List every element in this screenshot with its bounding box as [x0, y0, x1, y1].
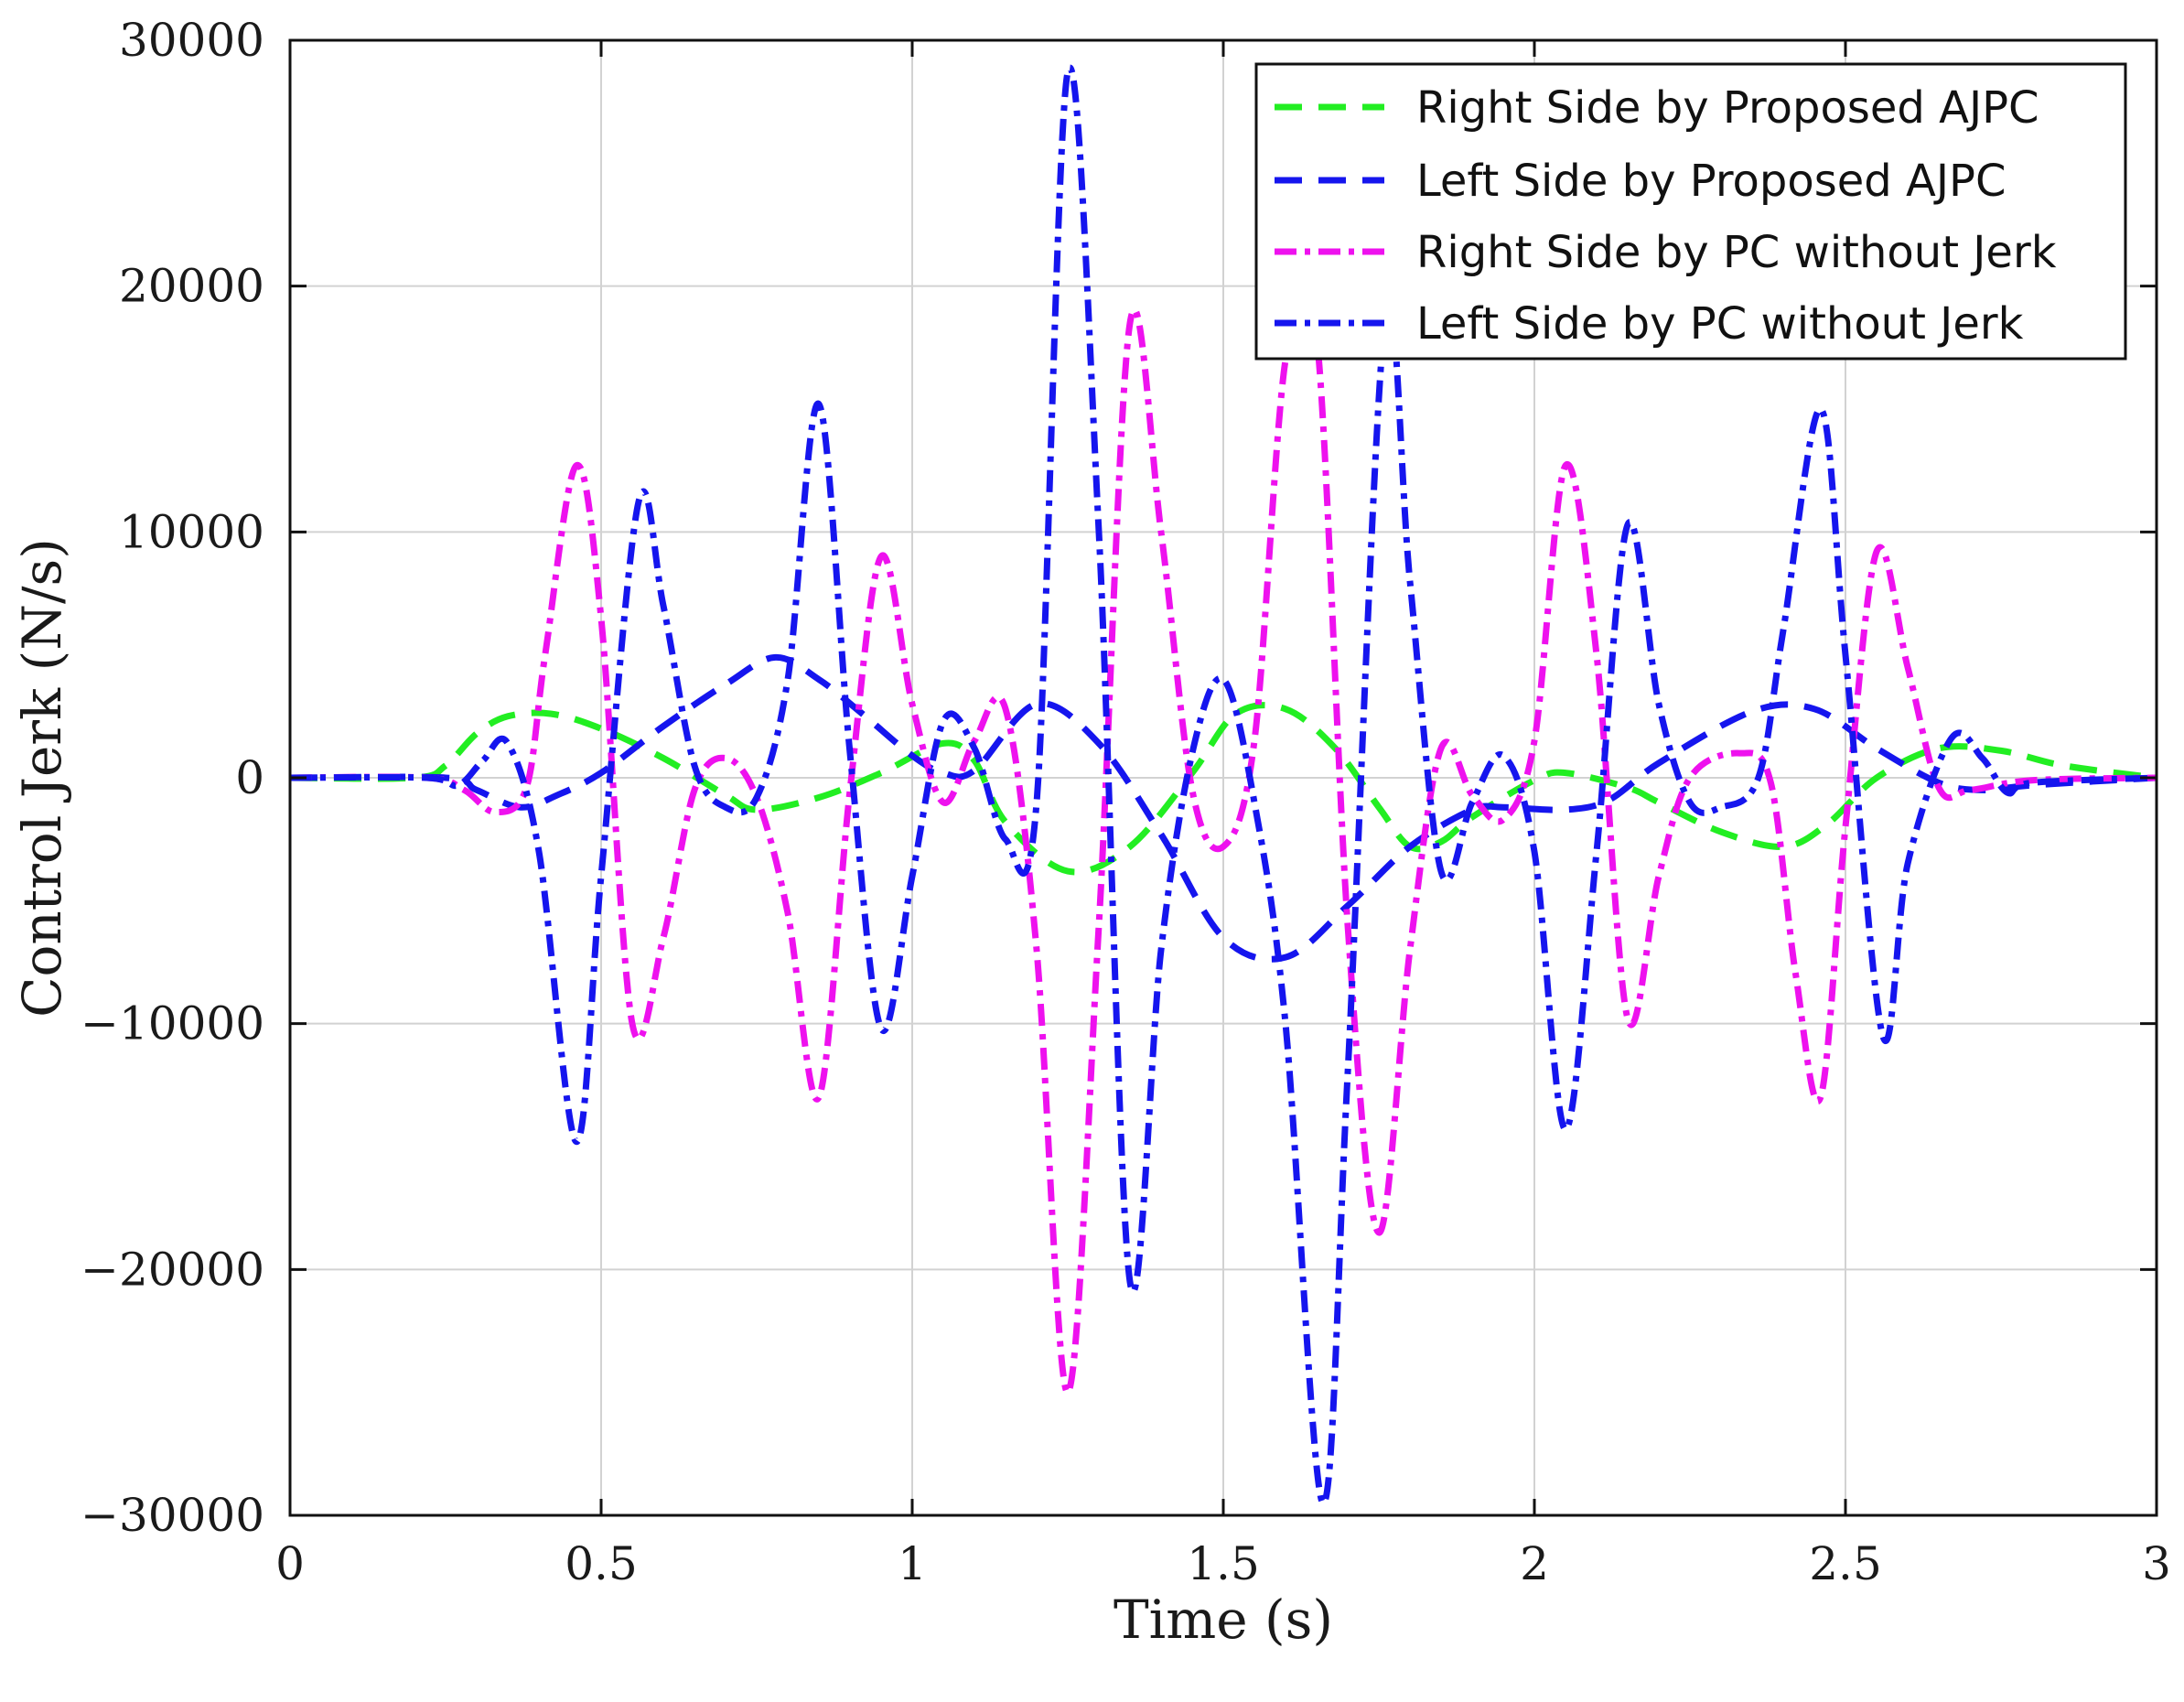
legend-box [1254, 62, 2127, 361]
series-lines [289, 64, 2157, 1507]
legend: Right Side by Proposed AJPC Left Side by… [1254, 62, 2127, 361]
x-axis-label: Time (s) [1114, 1589, 1333, 1651]
x-tick-label: 1 [898, 1537, 927, 1590]
y-tick-label: −30000 [81, 1489, 264, 1542]
legend-label-right-ajpc: Right Side by Proposed AJPC [1416, 82, 2039, 134]
x-tick-label: 0 [275, 1537, 305, 1590]
axis-ticks: 0 0.5 1 1.5 2 2.5 3 30000 20000 10000 0 −10000 −2000… [81, 14, 2171, 1590]
series-line-left-ajpc [289, 653, 2157, 963]
x-tick-label: 2.5 [1809, 1537, 1882, 1590]
y-tick-label: 10000 [119, 505, 264, 558]
x-tick-label: 0.5 [565, 1537, 638, 1590]
legend-label-left-pc: Left Side by PC without Jerk [1416, 298, 2024, 350]
y-tick-label: −20000 [81, 1243, 264, 1296]
legend-label-left-ajpc: Left Side by Proposed AJPC [1416, 156, 2006, 207]
x-tick-label: 2 [1520, 1537, 1549, 1590]
y-tick-label: −10000 [81, 997, 264, 1050]
series-line-right-pc [289, 280, 2157, 1396]
x-tick-label: 1.5 [1187, 1537, 1260, 1590]
y-tick-label: 0 [235, 751, 264, 804]
y-tick-label: 20000 [119, 260, 264, 313]
series-line-left-pc [289, 64, 2157, 1507]
y-tick-label: 30000 [119, 14, 264, 67]
y-axis-label: Control Jerk (N/s) [11, 538, 73, 1018]
x-tick-label: 3 [2142, 1537, 2171, 1590]
legend-label-right-pc: Right Side by PC without Jerk [1416, 227, 2057, 278]
